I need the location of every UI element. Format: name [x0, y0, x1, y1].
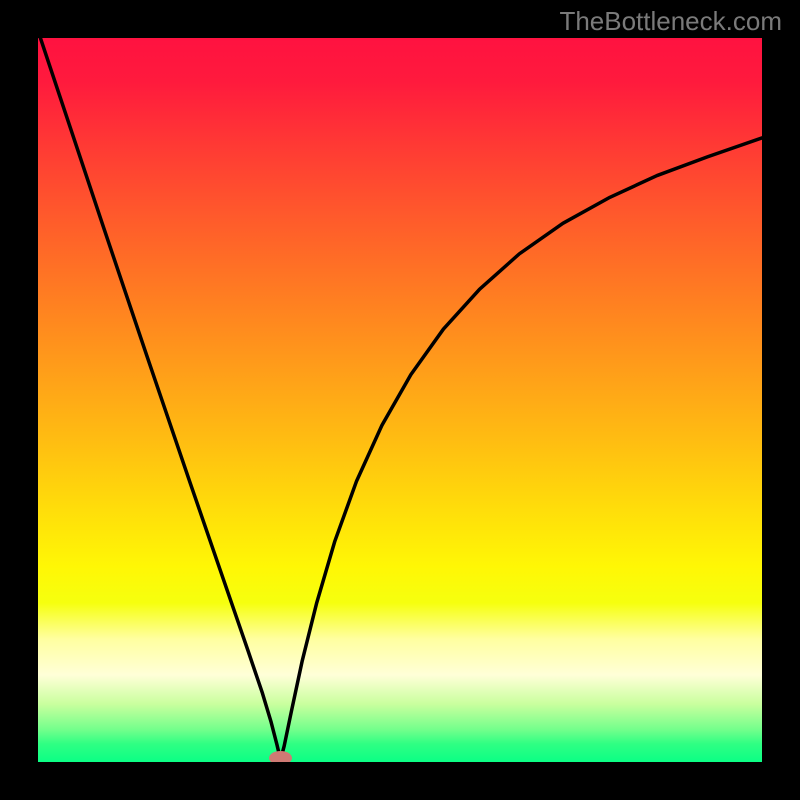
plot-area — [38, 38, 762, 762]
minimum-marker — [269, 751, 292, 762]
bottleneck-curve — [38, 38, 762, 762]
gradient-background — [38, 38, 762, 762]
chart-container: { "canvas": { "width": 800, "height": 80… — [0, 0, 800, 800]
watermark-text: TheBottleneck.com — [559, 6, 782, 37]
